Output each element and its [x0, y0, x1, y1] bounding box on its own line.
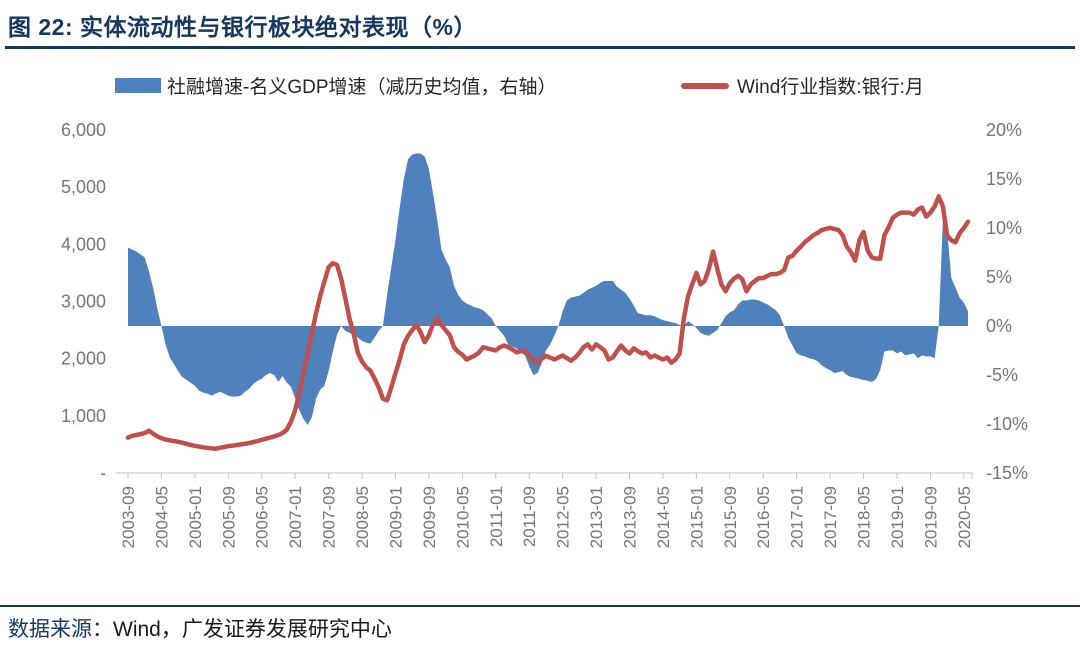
source-text: Wind，广发证券发展研究中心	[113, 618, 392, 641]
x-axis-label: 2010-05	[453, 486, 472, 548]
x-axis-label: 2005-09	[219, 486, 238, 548]
right-axis-label: -10%	[986, 414, 1028, 434]
left-axis-label: 6,000	[61, 120, 106, 140]
area-series-credit-gdp	[128, 153, 968, 425]
x-axis-label: 2004-05	[152, 486, 171, 548]
x-axis-label: 2019-01	[888, 486, 907, 548]
right-axis-label: 0%	[986, 316, 1012, 336]
right-axis-label: 10%	[986, 218, 1022, 238]
line-series-bank-index	[125, 194, 971, 451]
right-axis-label: -15%	[986, 463, 1028, 483]
left-axis-label: -	[100, 463, 106, 483]
x-axis-label: 2003-09	[119, 486, 138, 548]
legend-area-swatch	[115, 78, 161, 93]
right-axis-label: -5%	[986, 365, 1018, 385]
left-axis-label: 5,000	[61, 177, 106, 197]
x-axis-label: 2007-09	[320, 486, 339, 548]
chart-legend: 社融增速-名义GDP增速（减历史均值，右轴） Wind行业指数:银行:月	[0, 70, 1080, 102]
x-axis-label: 2009-01	[386, 486, 405, 548]
x-axis-label: 2009-09	[420, 486, 439, 548]
x-axis-label: 2018-05	[855, 486, 874, 548]
left-axis-label: 1,000	[61, 406, 106, 426]
right-axis-label: 15%	[986, 169, 1022, 189]
x-axis-label: 2014-05	[654, 486, 673, 548]
x-axis-label: 2011-01	[487, 486, 506, 547]
left-axis-label: 4,000	[61, 234, 106, 254]
left-axis-label: 3,000	[61, 292, 106, 312]
source-prefix: 数据来源：	[8, 618, 113, 641]
x-axis-label: 2005-01	[186, 486, 205, 548]
legend-line-swatch	[681, 83, 729, 89]
x-axis-label: 2015-01	[687, 486, 706, 548]
figure-title: 图 22: 实体流动性与银行板块绝对表现（%）	[8, 14, 477, 40]
x-axis-label: 2019-09	[921, 486, 940, 548]
x-axis-label: 2013-09	[620, 486, 639, 548]
right-axis-label: 5%	[986, 267, 1012, 287]
x-axis-label: 2020-05	[955, 486, 974, 548]
x-axis-label: 2008-05	[353, 486, 372, 548]
x-axis-label: 2007-01	[286, 486, 305, 548]
title-divider	[5, 46, 1075, 49]
x-axis-label: 2016-05	[754, 486, 773, 548]
left-axis-label: 2,000	[61, 349, 106, 369]
legend-label-area-series: 社融增速-名义GDP增速（减历史均值，右轴）	[167, 77, 557, 98]
x-axis-label: 2006-05	[253, 486, 272, 548]
x-axis-label: 2013-01	[587, 486, 606, 548]
x-axis-label: 2017-01	[788, 486, 807, 548]
data-source: 数据来源：Wind，广发证券发展研究中心	[8, 613, 392, 643]
right-axis-label: 20%	[986, 120, 1022, 140]
legend-label-line-series: Wind行业指数:银行:月	[737, 77, 924, 98]
x-axis-label: 2015-09	[721, 486, 740, 548]
x-axis-label: 2011-09	[520, 486, 539, 547]
footer-divider	[0, 605, 1080, 607]
x-axis-label: 2017-09	[821, 486, 840, 548]
x-axis-label: 2012-05	[554, 486, 573, 548]
